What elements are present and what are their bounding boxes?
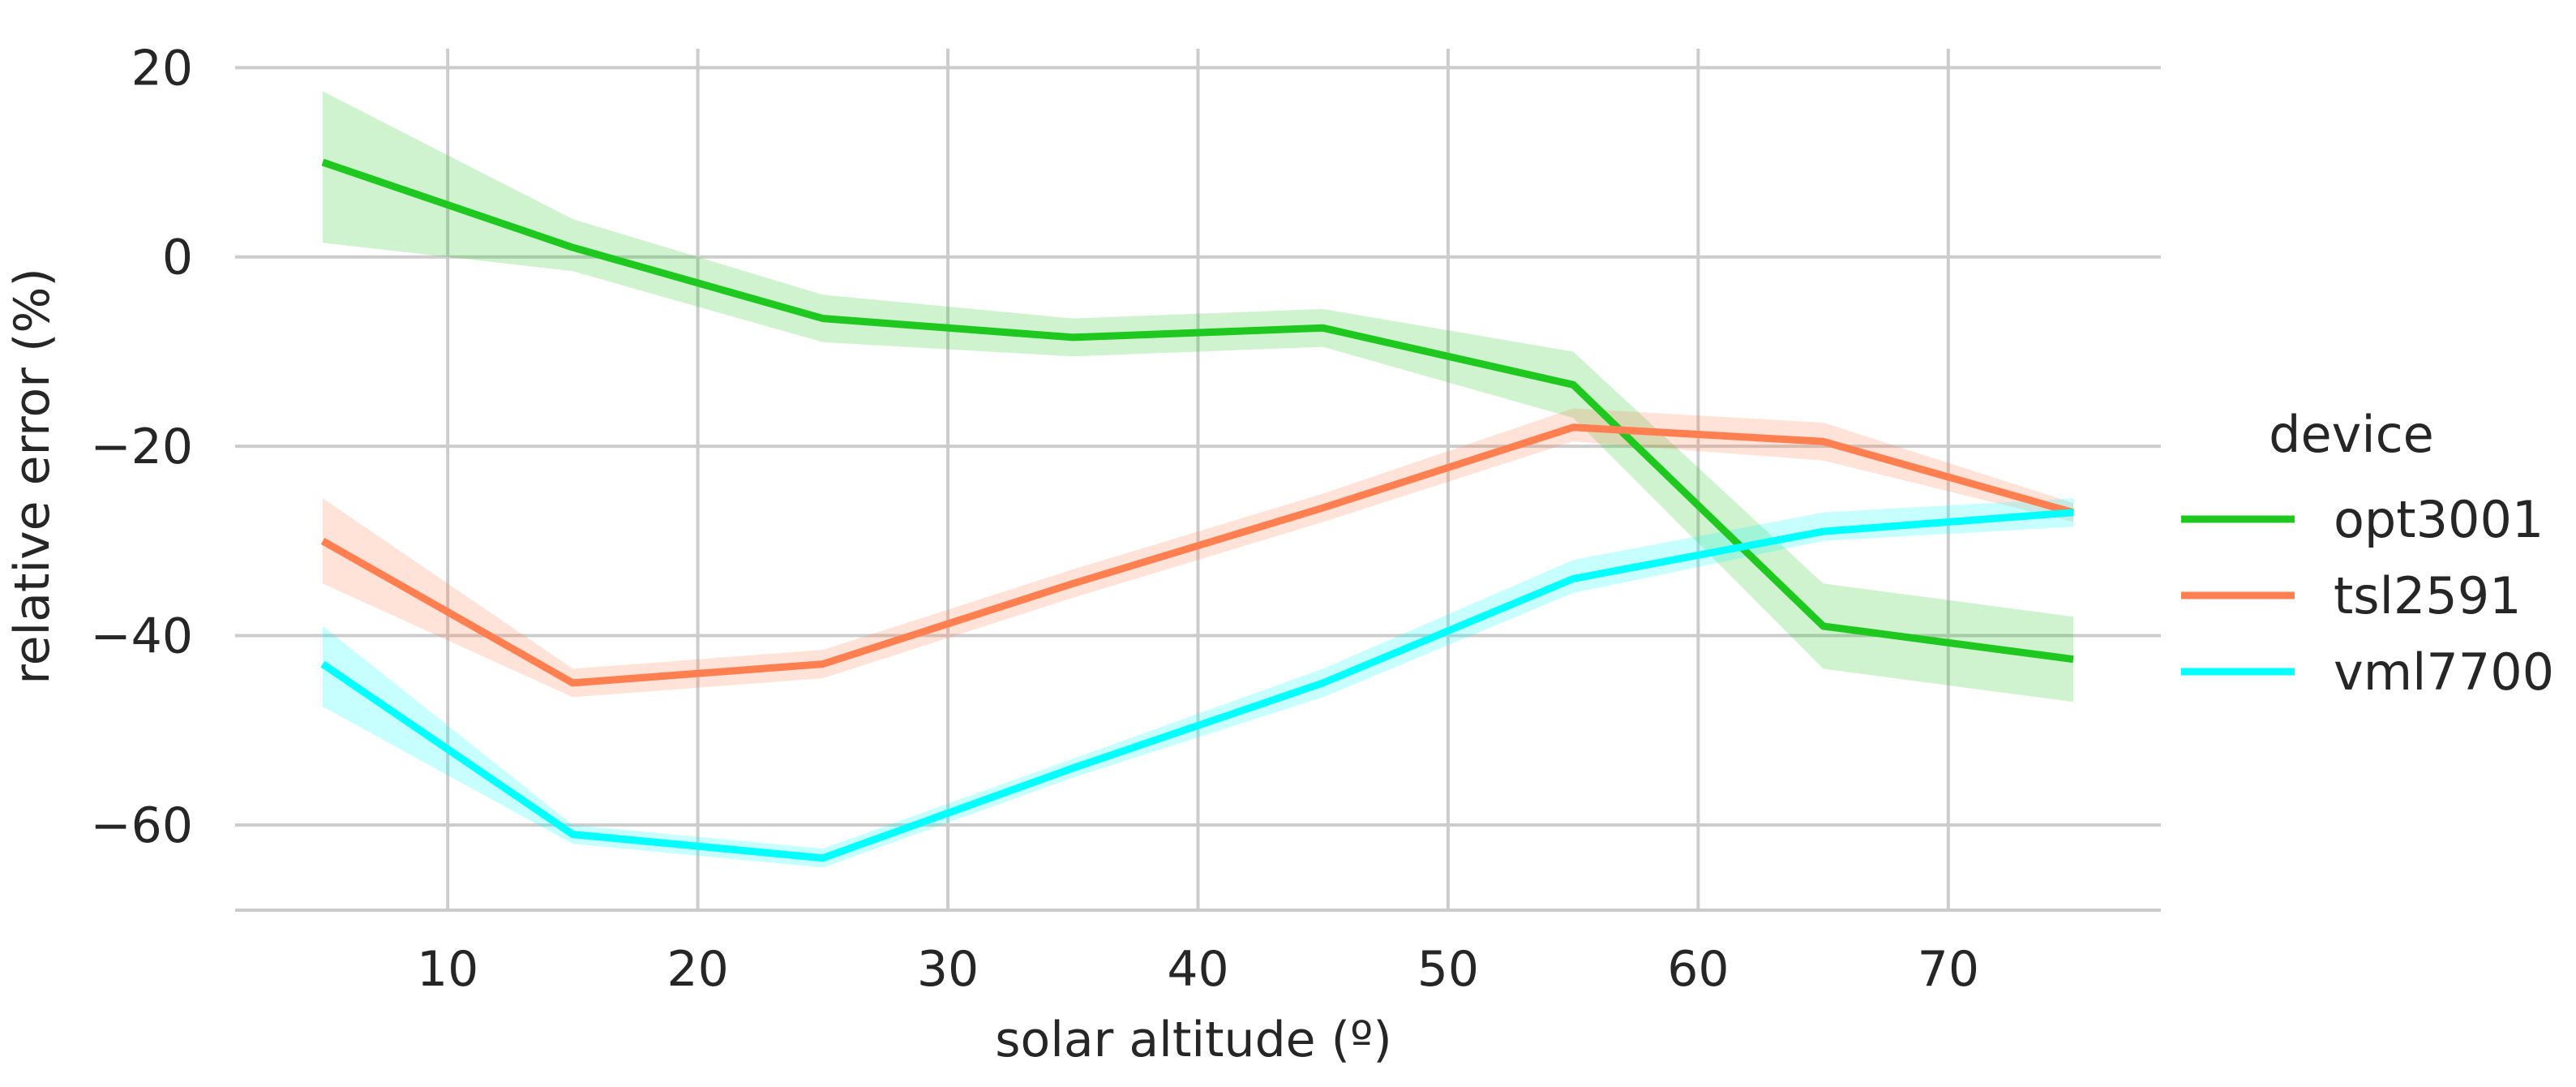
confidence-bands	[323, 91, 2073, 868]
legend: device opt3001 tsl2591 vml7700	[2181, 405, 2554, 702]
series-line-tsl2591	[320, 423, 2075, 687]
y-tick-label: −60	[90, 797, 193, 854]
x-axis-label: solar altitude (º)	[995, 1012, 1392, 1068]
legend-items: opt3001 tsl2591 vml7700	[2181, 490, 2554, 702]
y-tick-label: −40	[90, 608, 193, 665]
confidence-band-tsl2591	[323, 408, 2073, 698]
series-line-vml7700	[320, 509, 2074, 862]
legend-title: device	[2269, 405, 2434, 464]
legend-label-opt3001: opt3001	[2334, 490, 2544, 549]
y-tick-label: 20	[131, 40, 193, 97]
y-axis-label: relative error (%)	[4, 268, 61, 685]
y-tick-label: 0	[162, 230, 193, 286]
x-tick-label: 40	[1167, 941, 1228, 998]
x-tick-label: 70	[1918, 941, 1979, 998]
series-lines	[320, 158, 2075, 862]
y-tick-label: −20	[90, 419, 193, 475]
grid	[235, 49, 2161, 910]
x-tick-label: 60	[1667, 941, 1729, 998]
legend-label-vml7700: vml7700	[2334, 642, 2554, 702]
x-tick-label: 20	[667, 941, 728, 998]
series-line-opt3001	[321, 158, 2074, 664]
tick-labels: 10 20 30 40 50 60 70 20 0 −20 −40 −60	[90, 40, 1979, 998]
legend-label-tsl2591: tsl2591	[2334, 566, 2522, 625]
x-tick-label: 10	[417, 941, 478, 998]
confidence-band-opt3001	[323, 91, 2073, 702]
x-tick-label: 50	[1417, 941, 1479, 998]
confidence-band-vml7700	[323, 498, 2073, 868]
x-tick-label: 30	[917, 941, 979, 998]
